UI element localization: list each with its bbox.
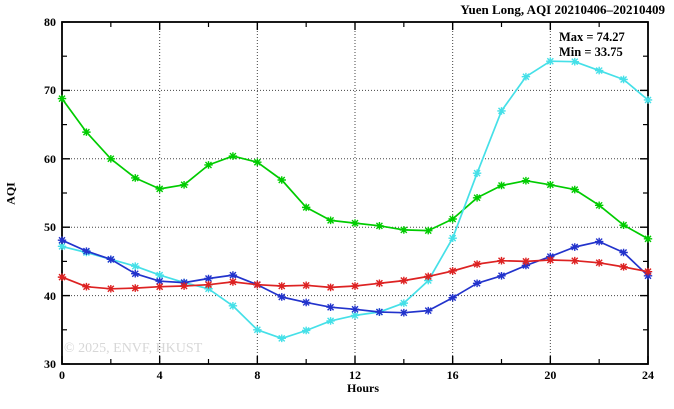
y-tick-label: 30 <box>44 357 56 371</box>
y-tick-label: 60 <box>44 151 56 166</box>
series-green-markers <box>57 94 653 243</box>
max-min-annotation: Max = 74.27 Min = 33.75 <box>559 30 625 60</box>
x-tick-label: 20 <box>544 368 557 382</box>
watermark: © 2025, ENVF, HKUST <box>64 341 203 356</box>
series-red-markers <box>57 256 653 293</box>
max-value-label: Max = 74.27 <box>559 30 625 44</box>
x-tick-label: 0 <box>59 368 65 382</box>
y-tick-label: 80 <box>44 15 56 29</box>
y-tick-label: 50 <box>44 220 56 235</box>
chart-title: Yuen Long, AQI 20210406–20210409 <box>460 2 665 17</box>
y-axis-title: AQI <box>3 182 18 205</box>
x-tick-label: 12 <box>349 368 361 382</box>
x-tick-label: 8 <box>254 368 261 382</box>
x-tick-label: 4 <box>156 368 163 382</box>
x-axis-title: Hours <box>346 381 379 395</box>
x-tick-label: 24 <box>642 368 654 382</box>
x-tick-label: 16 <box>446 368 459 382</box>
min-value-label: Min = 33.75 <box>559 45 623 59</box>
y-tick-label: 70 <box>44 83 56 98</box>
y-tick-label: 40 <box>44 288 56 303</box>
